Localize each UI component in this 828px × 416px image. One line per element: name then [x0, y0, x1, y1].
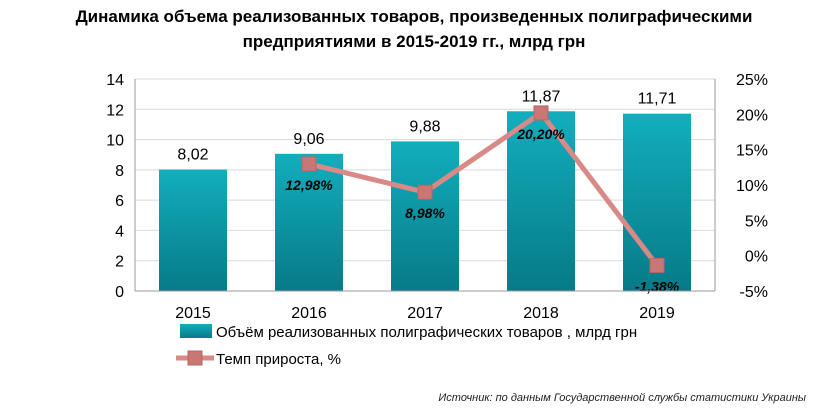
- y-left-tick-label: 6: [115, 193, 124, 210]
- legend-line-marker: [187, 350, 203, 366]
- y-left-tick-label: 14: [106, 72, 124, 89]
- growth-marker: [301, 156, 317, 172]
- y-left-tick-label: 12: [106, 102, 124, 119]
- y-right-tick-label: 5%: [745, 213, 768, 230]
- y-right-tick-label: 20%: [736, 107, 768, 124]
- chart-title: Динамика объема реализованных товаров, п…: [0, 4, 828, 54]
- growth-value-label: 20,20%: [516, 126, 565, 142]
- y-left-tick-label: 0: [115, 284, 124, 301]
- chart-title-line-1: Динамика объема реализованных товаров, п…: [75, 7, 753, 26]
- legend-line-label: Темп прироста, %: [216, 351, 341, 368]
- y-left-tick-label: 10: [106, 133, 124, 150]
- growth-marker: [649, 257, 665, 273]
- x-tick-label: 2018: [523, 305, 559, 322]
- y-right-tick-label: 10%: [736, 178, 768, 195]
- y-left-tick-label: 8: [115, 163, 124, 180]
- growth-marker: [533, 105, 549, 121]
- y-right-tick-label: 25%: [736, 72, 768, 89]
- y-left-tick-label: 4: [115, 223, 124, 240]
- growth-marker: [417, 184, 433, 200]
- y-right-tick-label: 15%: [736, 143, 768, 160]
- x-tick-label: 2019: [639, 305, 675, 322]
- growth-line: [308, 110, 659, 267]
- x-tick-label: 2015: [175, 305, 211, 322]
- bar-value-label: 11,71: [638, 91, 677, 108]
- bar-value-label: 11,87: [522, 88, 561, 105]
- legend-bar-swatch: [180, 324, 212, 338]
- growth-value-label: 12,98%: [285, 177, 333, 193]
- y-left-tick-label: 2: [115, 254, 124, 271]
- growth-value-label: -1,38%: [635, 278, 680, 294]
- x-tick-label: 2016: [291, 305, 327, 322]
- y-right-tick-label: -5%: [740, 284, 768, 301]
- bar: [391, 141, 459, 291]
- bar: [275, 153, 343, 291]
- bar-value-label: 9,88: [409, 118, 440, 135]
- bar-value-label: 9,06: [293, 131, 324, 148]
- source-note: Источник: по данным Государственной служ…: [438, 392, 806, 404]
- growth-value-label: 8,98%: [405, 205, 445, 221]
- legend-bar-label: Объём реализованных полиграфических това…: [216, 324, 637, 341]
- chart-title-line-2: предприятиями в 2015-2019 гг., млрд грн: [242, 32, 586, 51]
- bar: [159, 169, 227, 291]
- bar-value-label: 8,02: [177, 147, 208, 164]
- y-right-tick-label: 0%: [745, 249, 768, 266]
- x-tick-label: 2017: [407, 305, 443, 322]
